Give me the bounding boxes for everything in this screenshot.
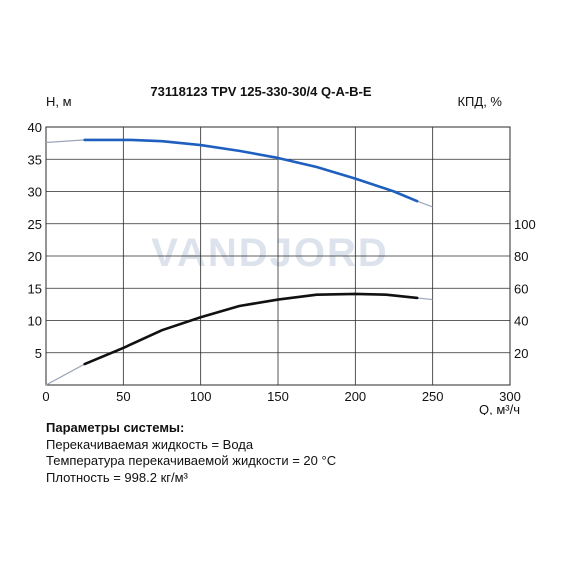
chart-title: 73118123 TPV 125-330-30/4 Q-A-B-E bbox=[150, 84, 371, 99]
y-left-tick-label: 25 bbox=[28, 217, 42, 232]
y-left-tick-label: 30 bbox=[28, 185, 42, 200]
y-left-tick-label: 15 bbox=[28, 281, 42, 296]
curve-extensions bbox=[45, 139, 433, 386]
grid bbox=[45, 126, 511, 386]
parameter-density: Плотность = 998.2 кг/м³ bbox=[46, 469, 188, 485]
y-right-axis-label: КПД, % bbox=[457, 94, 502, 109]
curve-extension-line bbox=[45, 139, 85, 144]
parameter-fluid: Перекачиваемая жидкость = Вода bbox=[46, 436, 254, 452]
pump-curve-chart: VANDJORD 0 50 100 150 200 250 300 5 10 15 20 25 30 35… bbox=[28, 84, 536, 415]
x-tick-label: 150 bbox=[267, 389, 289, 404]
curves bbox=[83, 138, 419, 366]
x-tick-label: 0 bbox=[42, 389, 49, 404]
curve-extension-line bbox=[45, 363, 85, 386]
y-left-tick-label: 35 bbox=[28, 152, 42, 167]
efficiency-curve bbox=[83, 292, 419, 366]
x-tick-label: 250 bbox=[422, 389, 444, 404]
system-parameters: Параметры системы: Перекачиваемая жидкос… bbox=[46, 420, 336, 486]
curve-extension-line bbox=[416, 200, 433, 208]
y-left-tick-label: 10 bbox=[28, 314, 42, 329]
head-curve bbox=[83, 138, 419, 203]
y-right-tick-label: 60 bbox=[514, 281, 528, 296]
y-right-tick-label: 80 bbox=[514, 249, 528, 264]
system-parameters-heading: Параметры системы: bbox=[46, 420, 185, 435]
plot-frame bbox=[45, 126, 511, 386]
y-left-axis-label: H, м bbox=[46, 94, 72, 109]
y-right-tick-label: 100 bbox=[514, 217, 536, 232]
curve-extension-line bbox=[417, 297, 433, 301]
tick-labels: 0 50 100 150 200 250 300 5 10 15 20 25 30 35 40 20 40 60 8… bbox=[28, 120, 536, 404]
watermark-logo: VANDJORD bbox=[151, 231, 389, 275]
x-tick-label: 100 bbox=[190, 389, 212, 404]
x-tick-label: 200 bbox=[344, 389, 366, 404]
x-axis-label: Q, м³/ч bbox=[479, 402, 520, 415]
y-right-tick-label: 20 bbox=[514, 346, 528, 361]
x-tick-label: 300 bbox=[499, 389, 521, 404]
parameter-temperature: Температура перекачиваемой жидкости = 20… bbox=[46, 453, 337, 468]
y-left-tick-label: 20 bbox=[28, 249, 42, 264]
x-tick-label: 50 bbox=[116, 389, 130, 404]
y-left-tick-label: 5 bbox=[35, 346, 42, 361]
y-right-tick-label: 40 bbox=[514, 314, 528, 329]
y-left-tick-label: 40 bbox=[28, 120, 42, 135]
